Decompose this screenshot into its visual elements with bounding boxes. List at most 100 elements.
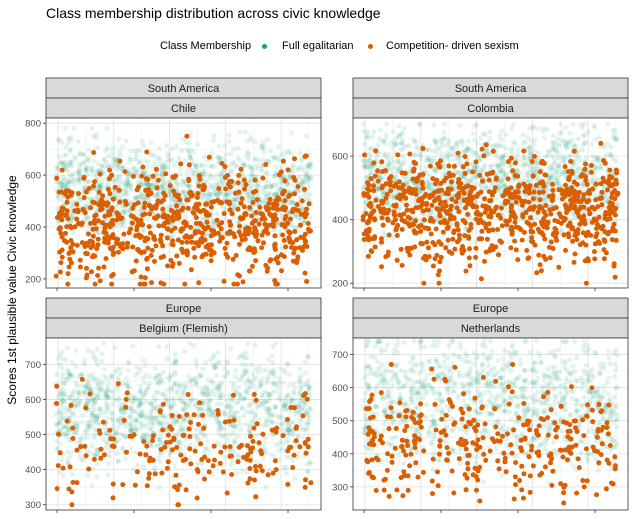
panel-chile-competition-driven-sexism-point xyxy=(57,225,63,231)
panel-chile-full-egalitarian-point xyxy=(167,158,173,164)
panel-chile-full-egalitarian-point xyxy=(124,181,130,187)
panel-colombia-full-egalitarian-point xyxy=(541,135,547,141)
panel-chile-full-egalitarian-point xyxy=(179,148,185,154)
panel-colombia-competition-driven-sexism-point xyxy=(449,179,454,185)
panel-chile-full-egalitarian-point xyxy=(117,222,123,228)
panel-chile-full-egalitarian-point xyxy=(56,137,62,143)
panel-chile-competition-driven-sexism-point xyxy=(130,173,136,179)
panel-colombia-competition-driven-sexism-point xyxy=(373,197,379,203)
panel-colombia-competition-driven-sexism-point xyxy=(416,224,422,230)
panel-chile-competition-driven-sexism-point xyxy=(82,210,88,216)
panel-colombia-competition-driven-sexism-point xyxy=(372,173,378,179)
panel-colombia-full-egalitarian-point xyxy=(425,181,431,187)
panel-chile-full-egalitarian-point xyxy=(304,133,310,139)
panel-colombia-competition-driven-sexism-point xyxy=(590,186,596,192)
panel-colombia-competition-driven-sexism-point xyxy=(366,226,372,232)
panel-chile-competition-driven-sexism-point xyxy=(201,187,207,193)
panel-chile-full-egalitarian-point xyxy=(59,185,65,191)
panel-colombia-competition-driven-sexism-point xyxy=(372,244,378,250)
panel-chile-full-egalitarian-point xyxy=(84,165,90,171)
panel-colombia-full-egalitarian-point xyxy=(579,125,585,131)
panel-chile-full-egalitarian-point xyxy=(160,163,166,169)
panel-colombia-competition-driven-sexism-point xyxy=(556,264,562,270)
panel-colombia-competition-driven-sexism-point xyxy=(528,228,534,234)
panel-chile-full-egalitarian-point xyxy=(169,196,174,202)
panel-chile-full-egalitarian-point xyxy=(60,175,66,180)
panel-colombia-competition-driven-sexism-point xyxy=(425,207,431,213)
panel-chile-full-egalitarian-point xyxy=(77,150,83,156)
panel-colombia-competition-driven-sexism-point xyxy=(515,257,521,263)
chart-title: Class membership distribution across civ… xyxy=(46,5,381,21)
panel-colombia-competition-driven-sexism-point xyxy=(611,261,617,267)
panel-chile-competition-driven-sexism-point xyxy=(279,206,285,212)
panel-colombia-competition-driven-sexism-point xyxy=(407,223,413,229)
panel-chile-full-egalitarian-point xyxy=(302,191,308,197)
panel-chile-full-egalitarian-point xyxy=(263,184,269,190)
panel-colombia-competition-driven-sexism-point xyxy=(448,203,454,209)
panel-chile-competition-driven-sexism-point xyxy=(105,201,111,206)
panel-chile-full-egalitarian-point xyxy=(76,170,82,176)
panel-colombia-full-egalitarian-point xyxy=(509,148,515,154)
panel-colombia-competition-driven-sexism-point xyxy=(536,252,542,258)
panel-chile-competition-driven-sexism-point xyxy=(223,186,229,192)
panel-chile-competition-driven-sexism-point xyxy=(263,162,269,167)
panel-chile-full-egalitarian-point xyxy=(92,187,98,193)
panel-colombia-competition-driven-sexism-point xyxy=(583,161,588,167)
panel-colombia-competition-driven-sexism-point xyxy=(421,255,427,261)
panel-chile-full-egalitarian-point xyxy=(53,171,59,177)
panel-chile-full-egalitarian-point xyxy=(263,193,269,199)
panel-colombia-competition-driven-sexism-point xyxy=(395,222,401,228)
panel-chile-full-egalitarian-point xyxy=(307,160,313,166)
panel-chile-full-egalitarian-point xyxy=(136,147,142,153)
panel-chile-competition-driven-sexism-point xyxy=(298,234,304,240)
panel-colombia-competition-driven-sexism-point xyxy=(391,203,397,208)
panel-belgium-flemish-full-egalitarian-point xyxy=(172,351,178,357)
panel-chile-full-egalitarian-point xyxy=(96,184,102,190)
panel-belgium-flemish-full-egalitarian-point xyxy=(303,359,308,365)
panel-belgium-flemish-full-egalitarian-point xyxy=(233,368,239,374)
panel-chile-competition-driven-sexism-point xyxy=(117,158,123,164)
panel-colombia-full-egalitarian-point xyxy=(441,129,447,135)
panel-belgium-flemish-full-egalitarian-point xyxy=(270,359,276,365)
panel-chile-full-egalitarian-point xyxy=(157,157,163,163)
panel-chile-full-egalitarian-point xyxy=(206,190,212,196)
panel-chile-full-egalitarian-point xyxy=(204,193,210,199)
panel-colombia-competition-driven-sexism-point xyxy=(534,270,540,276)
panel-colombia-full-egalitarian-point xyxy=(418,156,424,162)
panel-colombia-full-egalitarian-point xyxy=(396,133,402,139)
panel-chile-full-egalitarian-point xyxy=(229,169,235,175)
panel-chile-full-egalitarian-point xyxy=(68,219,74,225)
panel-chile-competition-driven-sexism-point xyxy=(208,204,214,210)
panel-colombia-competition-driven-sexism-point xyxy=(361,193,367,198)
panel-chile-full-egalitarian-point xyxy=(250,165,256,171)
panel-chile-full-egalitarian-point xyxy=(82,168,88,174)
panel-colombia-full-egalitarian-point xyxy=(554,136,560,142)
panel-colombia-competition-driven-sexism-point xyxy=(571,195,577,201)
panel-colombia-full-egalitarian-point xyxy=(389,156,395,162)
panel-chile-full-egalitarian-point xyxy=(237,157,242,163)
panel-chile-competition-driven-sexism-point xyxy=(223,251,229,257)
panel-chile-full-egalitarian-point xyxy=(169,157,175,163)
panel-colombia-competition-driven-sexism-point xyxy=(505,159,511,165)
panel-chile-full-egalitarian-point xyxy=(201,216,207,222)
panel-colombia-competition-driven-sexism-point xyxy=(420,185,426,191)
panel-colombia-competition-driven-sexism-point xyxy=(571,148,577,154)
panel-chile-competition-driven-sexism-point xyxy=(95,236,101,242)
panel-chile-full-egalitarian-point xyxy=(289,199,295,205)
panel-chile-full-egalitarian-point xyxy=(63,176,69,182)
panel-chile-full-egalitarian-point xyxy=(139,193,145,199)
panel-colombia-competition-driven-sexism-point xyxy=(434,206,440,212)
panel-chile-full-egalitarian-point xyxy=(133,151,139,157)
panel-chile-competition-driven-sexism-point xyxy=(292,156,297,162)
panel-colombia-competition-driven-sexism-point xyxy=(468,221,474,227)
panel-chile-competition-driven-sexism-point xyxy=(252,177,258,183)
panel-chile-competition-driven-sexism-point xyxy=(174,203,180,209)
panel-chile-full-egalitarian-point xyxy=(261,149,267,155)
panel-colombia-competition-driven-sexism-point xyxy=(364,220,370,226)
panel-chile-competition-driven-sexism-point xyxy=(243,182,249,188)
panel-chile-competition-driven-sexism-point xyxy=(295,184,301,190)
panel-chile-competition-driven-sexism-point xyxy=(292,246,298,252)
panel-colombia-competition-driven-sexism-point xyxy=(443,245,449,251)
panel-chile-full-egalitarian-point xyxy=(69,204,75,210)
panel-colombia-competition-driven-sexism-point xyxy=(550,246,556,251)
